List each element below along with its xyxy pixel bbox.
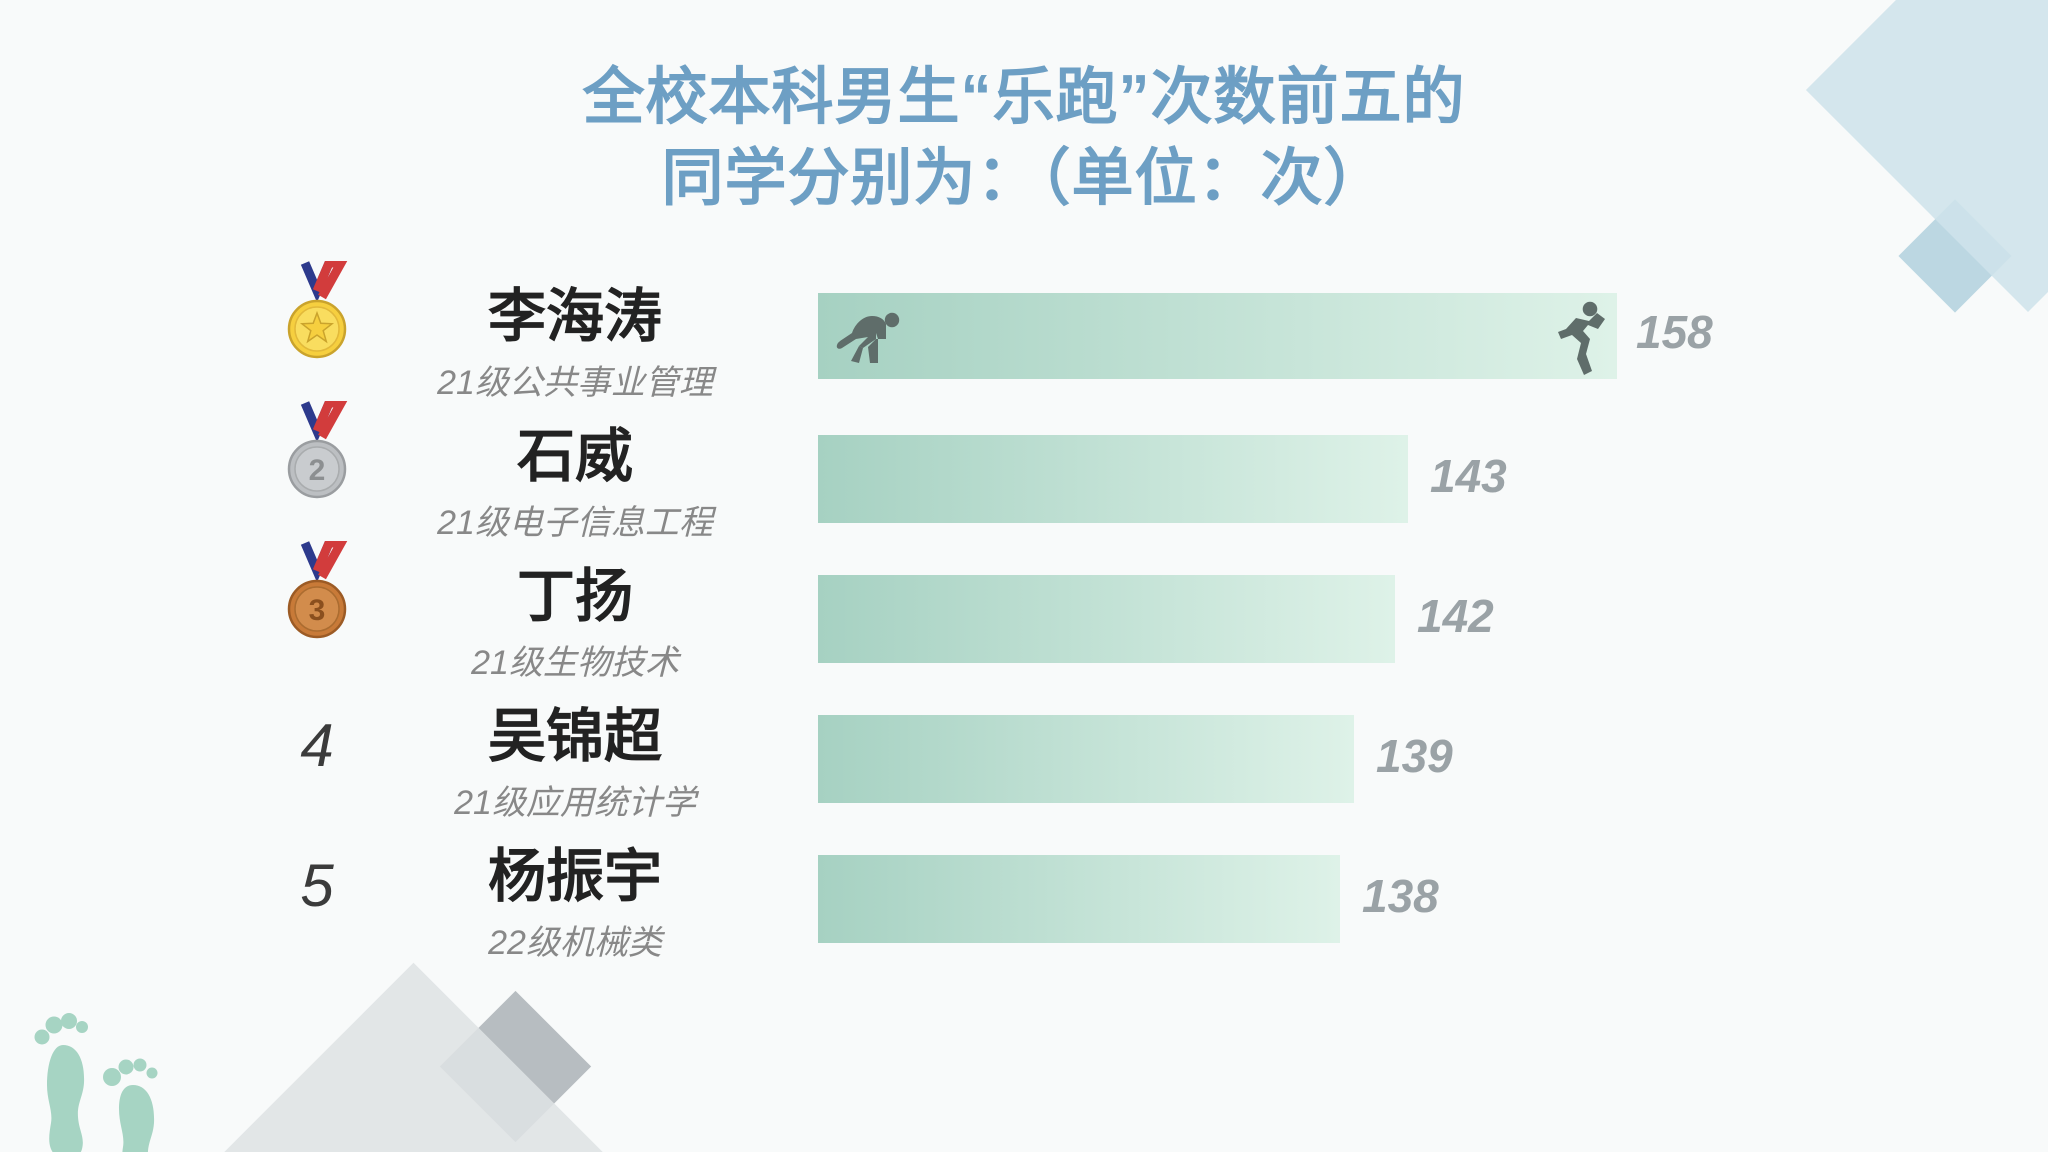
svg-text:2: 2 [309, 454, 326, 487]
svg-text:3: 3 [309, 594, 326, 627]
